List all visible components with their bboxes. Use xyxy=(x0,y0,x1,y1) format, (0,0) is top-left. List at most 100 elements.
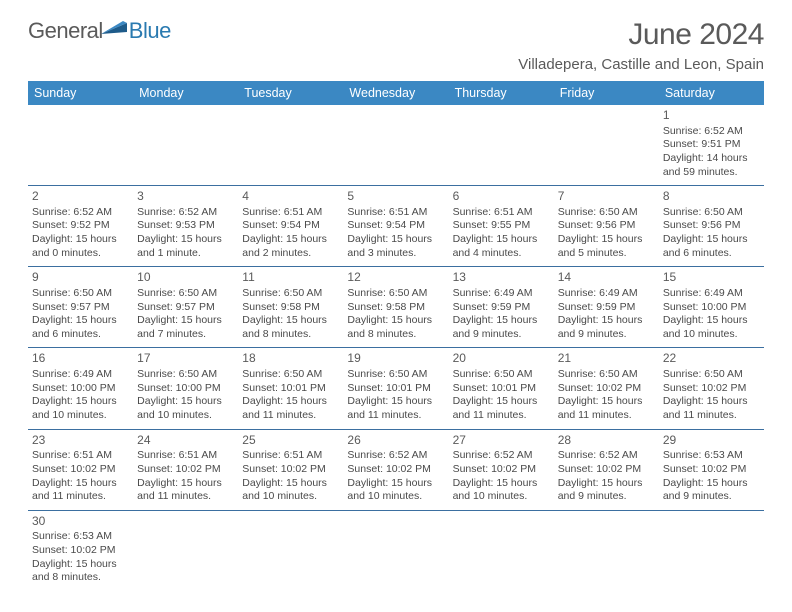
sunrise-text: Sunrise: 6:53 AM xyxy=(663,449,760,463)
calendar-empty-cell xyxy=(133,105,238,186)
daylight-text: Daylight: 15 hours and 9 minutes. xyxy=(663,477,760,504)
sunset-text: Sunset: 10:02 PM xyxy=(242,463,339,477)
day-info: Sunrise: 6:50 AMSunset: 10:02 PMDaylight… xyxy=(558,368,655,423)
sunset-text: Sunset: 10:02 PM xyxy=(137,463,234,477)
day-of-week-header: Wednesday xyxy=(343,81,448,105)
day-number: 21 xyxy=(558,351,655,367)
day-info: Sunrise: 6:51 AMSunset: 9:54 PMDaylight:… xyxy=(242,206,339,261)
sunset-text: Sunset: 9:57 PM xyxy=(32,301,129,315)
calendar-week-row: 2Sunrise: 6:52 AMSunset: 9:52 PMDaylight… xyxy=(28,186,764,267)
day-number: 26 xyxy=(347,433,444,449)
calendar-day-cell: 1Sunrise: 6:52 AMSunset: 9:51 PMDaylight… xyxy=(659,105,764,186)
calendar-week-row: 9Sunrise: 6:50 AMSunset: 9:57 PMDaylight… xyxy=(28,267,764,348)
sunrise-text: Sunrise: 6:50 AM xyxy=(137,368,234,382)
daylight-text: Daylight: 15 hours and 8 minutes. xyxy=(347,314,444,341)
day-info: Sunrise: 6:49 AMSunset: 10:00 PMDaylight… xyxy=(32,368,129,423)
day-info: Sunrise: 6:50 AMSunset: 9:56 PMDaylight:… xyxy=(663,206,760,261)
calendar-day-cell: 11Sunrise: 6:50 AMSunset: 9:58 PMDayligh… xyxy=(238,267,343,348)
calendar-empty-cell xyxy=(659,510,764,591)
day-number: 3 xyxy=(137,189,234,205)
day-info: Sunrise: 6:50 AMSunset: 9:58 PMDaylight:… xyxy=(347,287,444,342)
day-info: Sunrise: 6:50 AMSunset: 10:01 PMDaylight… xyxy=(242,368,339,423)
calendar-day-cell: 5Sunrise: 6:51 AMSunset: 9:54 PMDaylight… xyxy=(343,186,448,267)
sunset-text: Sunset: 9:56 PM xyxy=(663,219,760,233)
sunrise-text: Sunrise: 6:50 AM xyxy=(663,368,760,382)
calendar-day-cell: 20Sunrise: 6:50 AMSunset: 10:01 PMDaylig… xyxy=(449,348,554,429)
logo-text-2: Blue xyxy=(129,18,171,44)
sunrise-text: Sunrise: 6:51 AM xyxy=(347,206,444,220)
calendar-day-cell: 7Sunrise: 6:50 AMSunset: 9:56 PMDaylight… xyxy=(554,186,659,267)
calendar-week-row: 1Sunrise: 6:52 AMSunset: 9:51 PMDaylight… xyxy=(28,105,764,186)
sunrise-text: Sunrise: 6:52 AM xyxy=(137,206,234,220)
sunrise-text: Sunrise: 6:52 AM xyxy=(663,125,760,139)
day-info: Sunrise: 6:50 AMSunset: 9:57 PMDaylight:… xyxy=(137,287,234,342)
daylight-text: Daylight: 15 hours and 9 minutes. xyxy=(453,314,550,341)
day-info: Sunrise: 6:52 AMSunset: 10:02 PMDaylight… xyxy=(558,449,655,504)
calendar-week-row: 16Sunrise: 6:49 AMSunset: 10:00 PMDaylig… xyxy=(28,348,764,429)
calendar-empty-cell xyxy=(554,105,659,186)
sunrise-text: Sunrise: 6:50 AM xyxy=(32,287,129,301)
calendar-day-cell: 2Sunrise: 6:52 AMSunset: 9:52 PMDaylight… xyxy=(28,186,133,267)
daylight-text: Daylight: 15 hours and 11 minutes. xyxy=(242,395,339,422)
daylight-text: Daylight: 15 hours and 11 minutes. xyxy=(32,477,129,504)
sunset-text: Sunset: 10:01 PM xyxy=(347,382,444,396)
day-info: Sunrise: 6:51 AMSunset: 10:02 PMDaylight… xyxy=(242,449,339,504)
sunrise-text: Sunrise: 6:52 AM xyxy=(32,206,129,220)
day-of-week-header: Saturday xyxy=(659,81,764,105)
day-info: Sunrise: 6:50 AMSunset: 10:02 PMDaylight… xyxy=(663,368,760,423)
sunrise-text: Sunrise: 6:51 AM xyxy=(32,449,129,463)
calendar-day-cell: 28Sunrise: 6:52 AMSunset: 10:02 PMDaylig… xyxy=(554,429,659,510)
calendar-day-cell: 27Sunrise: 6:52 AMSunset: 10:02 PMDaylig… xyxy=(449,429,554,510)
day-info: Sunrise: 6:50 AMSunset: 10:01 PMDaylight… xyxy=(347,368,444,423)
daylight-text: Daylight: 15 hours and 5 minutes. xyxy=(558,233,655,260)
day-number: 12 xyxy=(347,270,444,286)
day-number: 8 xyxy=(663,189,760,205)
sunset-text: Sunset: 10:01 PM xyxy=(242,382,339,396)
day-number: 16 xyxy=(32,351,129,367)
day-info: Sunrise: 6:50 AMSunset: 9:56 PMDaylight:… xyxy=(558,206,655,261)
sunrise-text: Sunrise: 6:50 AM xyxy=(242,368,339,382)
daylight-text: Daylight: 15 hours and 4 minutes. xyxy=(453,233,550,260)
day-info: Sunrise: 6:53 AMSunset: 10:02 PMDaylight… xyxy=(663,449,760,504)
day-info: Sunrise: 6:51 AMSunset: 10:02 PMDaylight… xyxy=(32,449,129,504)
day-info: Sunrise: 6:50 AMSunset: 10:01 PMDaylight… xyxy=(453,368,550,423)
calendar-day-cell: 12Sunrise: 6:50 AMSunset: 9:58 PMDayligh… xyxy=(343,267,448,348)
day-number: 23 xyxy=(32,433,129,449)
day-of-week-header: Tuesday xyxy=(238,81,343,105)
sunset-text: Sunset: 10:02 PM xyxy=(663,382,760,396)
sunrise-text: Sunrise: 6:50 AM xyxy=(347,368,444,382)
calendar-day-cell: 4Sunrise: 6:51 AMSunset: 9:54 PMDaylight… xyxy=(238,186,343,267)
sunrise-text: Sunrise: 6:52 AM xyxy=(558,449,655,463)
daylight-text: Daylight: 15 hours and 10 minutes. xyxy=(32,395,129,422)
day-info: Sunrise: 6:53 AMSunset: 10:02 PMDaylight… xyxy=(32,530,129,585)
calendar-day-cell: 3Sunrise: 6:52 AMSunset: 9:53 PMDaylight… xyxy=(133,186,238,267)
daylight-text: Daylight: 15 hours and 2 minutes. xyxy=(242,233,339,260)
daylight-text: Daylight: 15 hours and 0 minutes. xyxy=(32,233,129,260)
day-info: Sunrise: 6:50 AMSunset: 9:58 PMDaylight:… xyxy=(242,287,339,342)
daylight-text: Daylight: 15 hours and 10 minutes. xyxy=(137,395,234,422)
sunset-text: Sunset: 10:00 PM xyxy=(137,382,234,396)
logo: General Blue xyxy=(28,18,171,44)
sunset-text: Sunset: 10:02 PM xyxy=(558,382,655,396)
title-block: June 2024 Villadepera, Castille and Leon… xyxy=(518,18,764,73)
day-info: Sunrise: 6:49 AMSunset: 9:59 PMDaylight:… xyxy=(453,287,550,342)
calendar-day-cell: 6Sunrise: 6:51 AMSunset: 9:55 PMDaylight… xyxy=(449,186,554,267)
daylight-text: Daylight: 15 hours and 8 minutes. xyxy=(242,314,339,341)
calendar-empty-cell xyxy=(238,510,343,591)
calendar-day-cell: 22Sunrise: 6:50 AMSunset: 10:02 PMDaylig… xyxy=(659,348,764,429)
sunrise-text: Sunrise: 6:52 AM xyxy=(453,449,550,463)
day-number: 7 xyxy=(558,189,655,205)
day-number: 25 xyxy=(242,433,339,449)
daylight-text: Daylight: 15 hours and 10 minutes. xyxy=(347,477,444,504)
day-info: Sunrise: 6:51 AMSunset: 9:54 PMDaylight:… xyxy=(347,206,444,261)
sunset-text: Sunset: 10:02 PM xyxy=(663,463,760,477)
calendar-day-cell: 16Sunrise: 6:49 AMSunset: 10:00 PMDaylig… xyxy=(28,348,133,429)
daylight-text: Daylight: 15 hours and 11 minutes. xyxy=(663,395,760,422)
sunset-text: Sunset: 10:02 PM xyxy=(347,463,444,477)
days-of-week-row: SundayMondayTuesdayWednesdayThursdayFrid… xyxy=(28,81,764,105)
sunset-text: Sunset: 9:53 PM xyxy=(137,219,234,233)
sunset-text: Sunset: 9:54 PM xyxy=(347,219,444,233)
sunset-text: Sunset: 10:01 PM xyxy=(453,382,550,396)
calendar-day-cell: 9Sunrise: 6:50 AMSunset: 9:57 PMDaylight… xyxy=(28,267,133,348)
daylight-text: Daylight: 15 hours and 6 minutes. xyxy=(663,233,760,260)
